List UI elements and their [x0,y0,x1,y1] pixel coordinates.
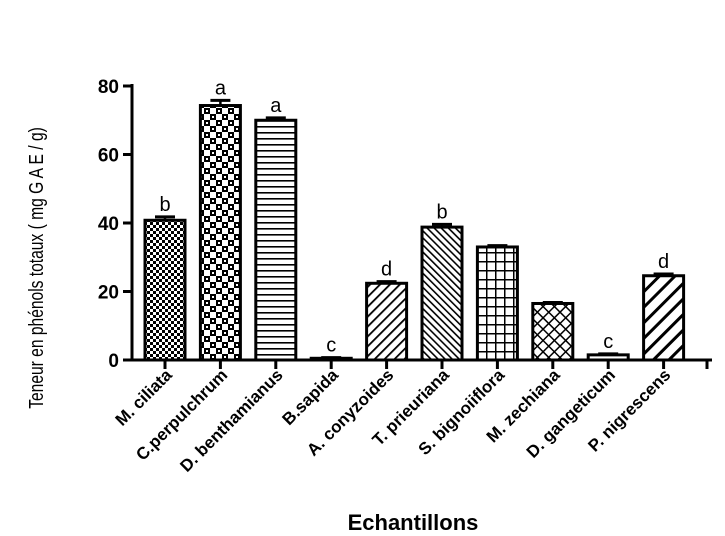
significance-label: d [381,259,392,281]
bar [531,301,575,362]
bar [143,218,187,362]
x-tick-label: D. benthamianus [176,365,286,475]
x-axis-title: Echantillons [348,510,479,535]
bar [420,225,464,362]
bars: b a a c d b c d [143,77,686,362]
bar [254,118,298,362]
y-tick-label: 80 [98,77,119,98]
y-tick-label: 20 [98,283,119,304]
significance-label: c [603,331,613,353]
significance-label: b [159,194,170,216]
bar [475,245,519,362]
y-tick-label: 40 [98,214,119,235]
y-tick-label: 60 [98,146,119,167]
bar [365,281,409,362]
y-tick-label: 0 [108,351,119,372]
significance-label: c [326,335,336,357]
significance-label: b [436,201,447,223]
bar [586,353,630,362]
significance-label: a [215,77,227,99]
significance-label: d [658,251,669,273]
significance-label: a [270,95,282,117]
y-axis: 0 20 40 60 80 [98,77,134,372]
y-axis-title: Teneur en phénols totaux ( mg G A E / g) [25,127,47,409]
bar [198,104,242,362]
bar [642,274,686,362]
